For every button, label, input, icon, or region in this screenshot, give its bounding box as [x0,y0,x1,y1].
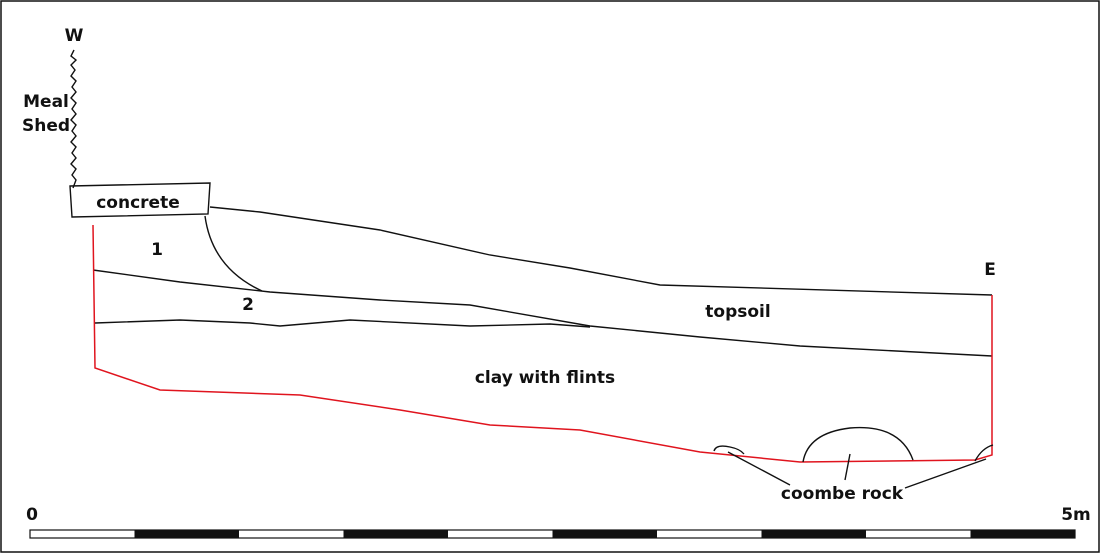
label-concrete: concrete [96,193,180,213]
scale-bar [30,530,1075,538]
label-coombe: coombe rock [781,484,904,504]
label-west: W [65,26,84,46]
scale-label: 5m [1061,505,1091,525]
label-clay: clay with flints [475,368,615,388]
page: {"labels": {"west": "W", "east": "E", "b… [0,0,1101,554]
label-building: Shed [22,116,70,136]
scale-segment [762,530,867,538]
scale-segment [971,530,1076,538]
scale-segment [344,530,449,538]
label-layer: 1 [151,240,163,260]
scale-segment [135,530,240,538]
label-east: E [984,260,996,280]
scale-label: 0 [26,505,38,525]
label-topsoil: topsoil [705,302,770,322]
scale-segment [553,530,658,538]
section-drawing: W Meal Shed concrete 1 2 topsoil clay wi… [0,0,1101,554]
frame [1,1,1099,552]
label-building: Meal [23,92,69,112]
label-layer: 2 [242,295,254,315]
